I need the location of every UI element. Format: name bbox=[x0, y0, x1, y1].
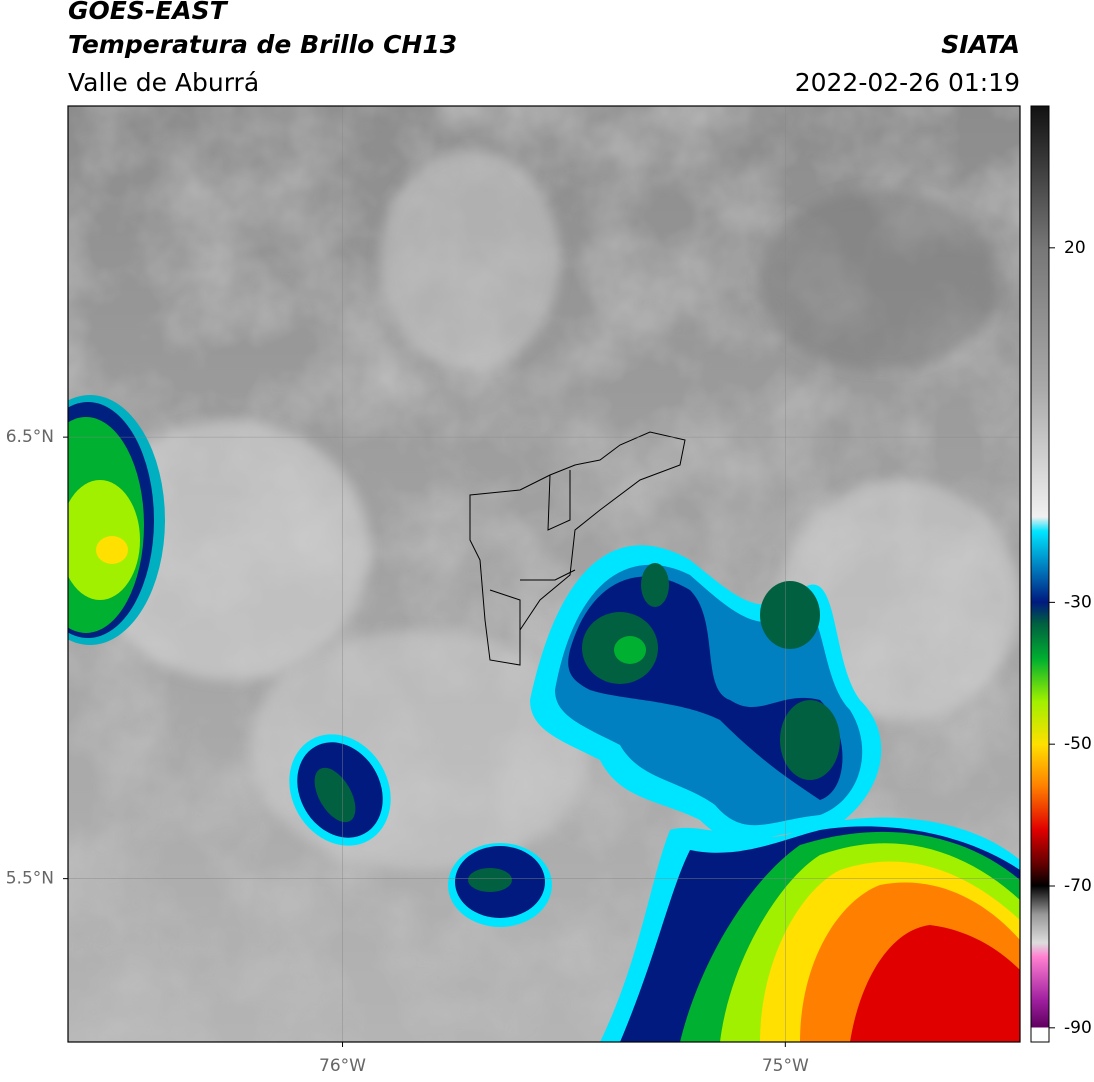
x-tick-label: 75°W bbox=[762, 1056, 809, 1076]
municipal-boundaries bbox=[469, 431, 686, 666]
colorbar-tick-label: -50 bbox=[1064, 734, 1092, 754]
region: Valle de Aburrá bbox=[68, 68, 259, 97]
colorbar-tick-label: -90 bbox=[1064, 1018, 1092, 1038]
source: SIATA bbox=[941, 30, 1020, 59]
map-frame bbox=[67, 105, 1021, 1043]
title: GOES-EAST bbox=[68, 0, 229, 25]
colorbar-tick-label: -30 bbox=[1064, 592, 1092, 612]
grid bbox=[68, 106, 1020, 1042]
storm-small bbox=[289, 734, 552, 927]
y-tick-label: 5.5°N bbox=[6, 869, 54, 889]
subtitle: Temperatura de Brillo CH13 bbox=[68, 30, 457, 59]
storm-southeast bbox=[600, 817, 1020, 1042]
colorbar bbox=[1030, 105, 1050, 1043]
x-tick-label: 76°W bbox=[319, 1056, 366, 1076]
storm-west bbox=[68, 395, 165, 645]
satellite-image bbox=[68, 106, 1020, 1042]
colorbar-tick-label: 20 bbox=[1064, 238, 1086, 258]
y-tick-label: 6.5°N bbox=[6, 427, 54, 447]
colorbar-tick-label: -70 bbox=[1064, 876, 1092, 896]
datetime: 2022-02-26 01:19 bbox=[795, 68, 1020, 97]
